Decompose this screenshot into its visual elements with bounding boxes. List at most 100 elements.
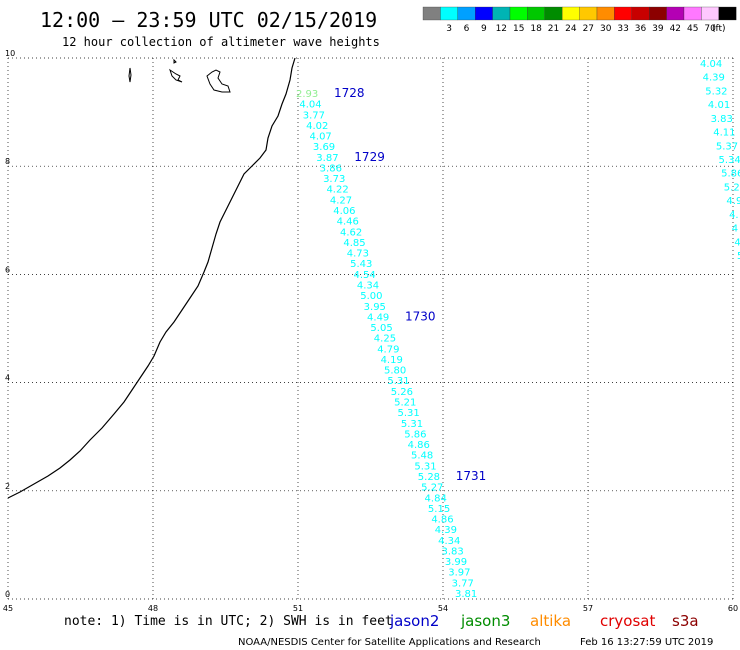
- lat-lon-grid: [7, 57, 734, 600]
- satellite-legend-altika: altika: [530, 612, 571, 630]
- swh-value: 4.34: [438, 536, 460, 547]
- swh-value: 5.86: [404, 429, 426, 440]
- swh-value: 3.83: [441, 546, 463, 557]
- swh-value: 5.31: [387, 376, 409, 387]
- colorbar-tick-label: 45: [687, 24, 698, 34]
- swh-value: 5.48: [411, 451, 433, 462]
- colorbar-tick-label: 3: [446, 24, 452, 34]
- swh-value-edge: 4: [732, 224, 738, 235]
- swh-value-edge: 3.83: [711, 114, 733, 125]
- swh-value-edge: 5.37: [716, 141, 738, 152]
- colorbar-tick-label: 70: [704, 24, 716, 34]
- swh-value: 4.46: [337, 217, 359, 228]
- swh-value: 4.86: [408, 440, 430, 451]
- swh-value-edge: 4.39: [703, 73, 725, 84]
- lon-tick-label: 45: [3, 604, 13, 613]
- swh-value: 5.21: [394, 398, 416, 409]
- island-small-west: [128, 67, 132, 83]
- footer-credit: NOAA/NESDIS Center for Satellite Applica…: [238, 637, 541, 648]
- lon-tick-label: 48: [148, 604, 158, 613]
- lon-tick-label: 57: [583, 604, 593, 613]
- swh-value-edge: 5.27: [724, 182, 740, 193]
- swh-value: 3.86: [320, 163, 342, 174]
- swh-value: 4.79: [377, 344, 399, 355]
- swh-value: 3.99: [445, 557, 467, 568]
- swh-value-edge: 5.86: [721, 169, 740, 180]
- swh-value: 4.06: [333, 206, 355, 217]
- swh-value: 4.22: [326, 185, 348, 196]
- lat-tick-label: 8: [5, 157, 10, 166]
- lon-tick-label: 60: [728, 604, 738, 613]
- colorbar-swatch: [544, 6, 563, 21]
- swh-value-edge: 5.34: [719, 155, 740, 166]
- colorbar-swatch: [422, 6, 441, 21]
- pass-time-label: 1731: [456, 469, 487, 483]
- main-swh-track: 2.934.043.774.024.073.693.873.863.734.22…: [296, 89, 477, 600]
- island-outlines: [128, 58, 231, 93]
- satellite-legend: jason2 jason3 altika cryosat s3a: [389, 612, 699, 630]
- swh-value-edge: 4.11: [713, 128, 735, 139]
- colorbar-tick-label: 24: [565, 24, 577, 34]
- colorbar-swatch: [718, 6, 737, 21]
- colorbar-swatch: [596, 6, 615, 21]
- lon-tick-label: 54: [438, 604, 448, 613]
- swh-value: 4.39: [435, 525, 457, 536]
- swh-value: 5.31: [397, 408, 419, 419]
- satellite-legend-s3a: s3a: [672, 612, 699, 630]
- swh-value: 3.77: [452, 578, 474, 589]
- swh-value: 3.73: [323, 174, 345, 185]
- lat-tick-label: 4: [5, 374, 10, 383]
- swh-value: 4.62: [340, 227, 362, 238]
- colorbar-swatch: [527, 6, 545, 21]
- colorbar-swatch: [666, 6, 685, 21]
- colorbar-swatch: [579, 6, 598, 21]
- swh-value: 4.27: [330, 195, 352, 206]
- pass-time-label: 1729: [354, 150, 385, 164]
- swh-value: 5.00: [360, 291, 382, 302]
- swh-value: 3.97: [448, 568, 470, 579]
- swh-value: 5.27: [421, 483, 443, 494]
- colorbar-tick-label: 15: [513, 24, 524, 34]
- right-swh-track: 4.04 4.39 5.32 4.01 3.83 4.11 5.37 5.34 5.86 5.27…: [700, 59, 740, 262]
- swh-value: 4.86: [431, 515, 453, 526]
- swh-value: 3.87: [316, 153, 338, 164]
- swh-value: 4.07: [310, 132, 332, 143]
- swh-value: 4.54: [354, 270, 376, 281]
- swh-value: 4.85: [343, 238, 365, 249]
- colorbar-swatch: [614, 6, 632, 21]
- lat-tick-label: 2: [5, 482, 10, 491]
- swh-value: 4.49: [367, 312, 389, 323]
- swh-value: 3.69: [313, 142, 335, 153]
- colorbar-swatch: [701, 6, 719, 21]
- swh-value: 4.34: [357, 280, 379, 291]
- swh-value: 5.28: [418, 472, 440, 483]
- island-socotra: [206, 69, 231, 93]
- swh-value: 4.04: [299, 100, 321, 111]
- map-subtitle: 12 hour collection of altimeter wave hei…: [62, 35, 380, 49]
- colorbar-swatch: [509, 6, 528, 21]
- pass-time-labels: 1728 1729 1730 1731: [334, 86, 486, 483]
- swh-value: 3.77: [303, 110, 325, 121]
- satellite-legend-jason3: jason3: [460, 612, 510, 630]
- colorbar-swatch: [631, 6, 650, 21]
- swh-value-edge: 5.32: [705, 86, 727, 97]
- lat-tick-label: 0: [5, 590, 10, 599]
- swh-value: 5.80: [384, 366, 406, 377]
- colorbar-tick-label: 27: [583, 24, 594, 34]
- swh-value-edge: 4.9: [726, 196, 740, 207]
- map-title: 12:00 — 23:59 UTC 02/15/2019: [40, 8, 377, 32]
- swh-value: 5.15: [428, 504, 450, 515]
- pass-time-label: 1730: [405, 309, 436, 323]
- swh-value-edge: 4.01: [708, 100, 730, 111]
- colorbar-swatch: [562, 6, 580, 21]
- swh-value: 5.43: [350, 259, 372, 270]
- colorbar-tick-label: 6: [464, 24, 470, 34]
- island-small-north: [173, 58, 177, 64]
- colorbar-swatch: [492, 6, 511, 21]
- colorbar-tick-label: 21: [548, 24, 559, 34]
- swh-value: 5.05: [370, 323, 392, 334]
- colorbar-tick-label: 39: [652, 24, 664, 34]
- colorbar-tick-label: 42: [670, 24, 681, 34]
